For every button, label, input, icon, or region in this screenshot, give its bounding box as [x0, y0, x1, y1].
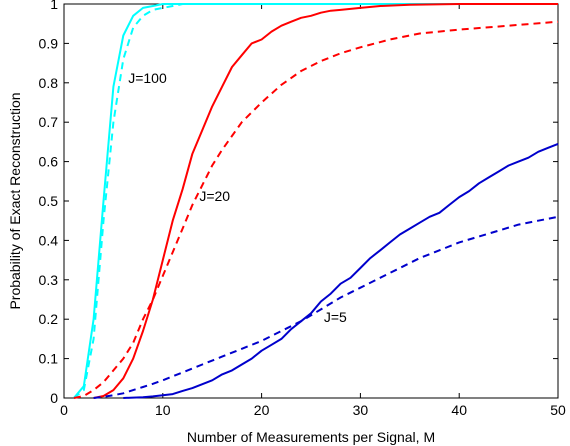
x-tick-label: 10 [155, 402, 171, 418]
x-axis: 0 10 20 30 40 50 [60, 4, 566, 418]
y-tick-label: 0.8 [39, 75, 59, 91]
x-tick-label: 20 [254, 402, 270, 418]
series-group [73, 3, 559, 399]
series-line-dashed [93, 215, 559, 399]
y-tick-label: 0.7 [39, 114, 59, 130]
y-tick-label: 0.1 [39, 351, 59, 367]
y-tick-label: 0.2 [39, 311, 59, 327]
x-tick-label: 50 [550, 402, 566, 418]
curve-annotation: J=100 [128, 70, 167, 86]
curve-annotation: J=5 [324, 309, 347, 325]
plot-area [63, 3, 559, 399]
y-tick-label: 0.9 [39, 35, 59, 51]
x-tick-label: 40 [451, 402, 467, 418]
y-tick-label: 0.3 [39, 272, 59, 288]
x-axis-label: Number of Measurements per Signal, M [187, 429, 435, 445]
y-tick-label: 0.5 [39, 193, 59, 209]
series-line-dashed [73, 20, 559, 399]
series-line-solid [123, 142, 559, 399]
annotations: J=100 J=20 J=5 [128, 70, 347, 325]
y-axis-label: Probability of Exact Reconstruction [7, 92, 23, 309]
y-tick-label: 1 [50, 0, 58, 12]
curve-annotation: J=20 [199, 188, 230, 204]
y-tick-label: 0 [50, 390, 58, 406]
series-line-solid [93, 3, 558, 399]
x-tick-label: 0 [60, 402, 68, 418]
y-axis: 0 0.1 0.2 0.3 0.4 0.5 0.6 0.7 0.8 0.9 1 [39, 0, 558, 406]
y-tick-label: 0.6 [39, 154, 59, 170]
y-tick-label: 0.4 [39, 232, 59, 248]
x-tick-label: 30 [353, 402, 369, 418]
